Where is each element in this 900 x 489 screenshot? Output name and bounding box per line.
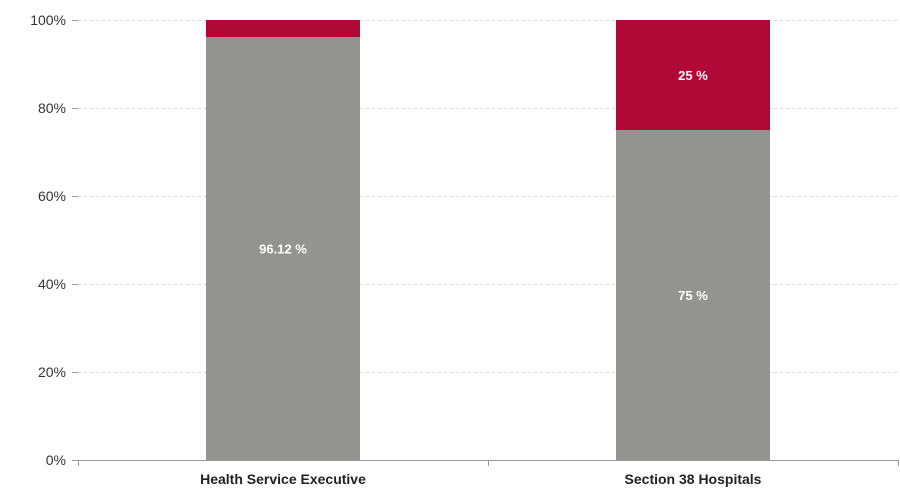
y-tick-label: 80% xyxy=(38,100,66,116)
y-tick-label: 0% xyxy=(46,452,66,468)
bar-segment xyxy=(616,130,770,460)
x-category-label: Health Service Executive xyxy=(200,471,366,487)
y-tick-label: 100% xyxy=(30,12,66,28)
gridlines xyxy=(78,20,898,373)
y-tick-label: 40% xyxy=(38,276,66,292)
data-label: 96.12 % xyxy=(259,242,307,257)
x-category-label: Section 38 Hospitals xyxy=(625,471,762,487)
y-tick-label: 60% xyxy=(38,188,66,204)
data-label: 75 % xyxy=(678,288,708,303)
data-labels: 96.12 % 75 % 25 % xyxy=(259,68,708,303)
bar-segment xyxy=(616,20,770,130)
data-label: 25 % xyxy=(678,68,708,83)
y-axis: 0% 20% 40% 60% 80% 100% xyxy=(30,12,78,468)
bar-segment xyxy=(206,37,360,461)
y-tick-label: 20% xyxy=(38,364,66,380)
bars xyxy=(206,20,770,461)
x-axis: Health Service Executive Section 38 Hospi… xyxy=(78,460,899,487)
bar-segment xyxy=(206,20,360,38)
